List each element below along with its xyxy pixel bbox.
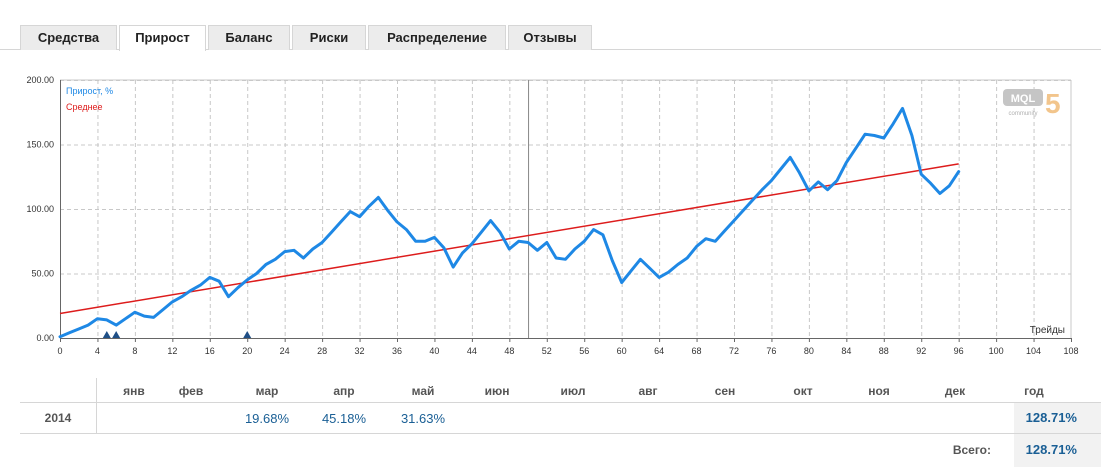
x-tick-label: 88 — [879, 346, 889, 356]
x-tick-label: 100 — [989, 346, 1004, 356]
x-tick-label: 64 — [654, 346, 664, 356]
column-header: июн — [484, 384, 510, 398]
svg-text:5: 5 — [1045, 88, 1061, 119]
x-tick-label: 0 — [57, 346, 62, 356]
column-header: янв — [123, 384, 145, 398]
x-tick-label: 28 — [317, 346, 327, 356]
y-tick-label: 50.00 — [31, 269, 54, 279]
x-tick-label: 44 — [467, 346, 477, 356]
growth-chart: 0 4 8 12 16 20 24 28 32 36 40 44 48 52 56 60 64 68 72 76 80 8… — [26, 75, 1078, 356]
x-tick-label: 92 — [916, 346, 926, 356]
mql5-logo: MQL 5 community — [1003, 88, 1061, 119]
row-year: 2014 — [44, 411, 72, 425]
column-header: май — [411, 384, 435, 398]
legend-growth: Прирост, % — [66, 86, 113, 96]
tab-funds[interactable]: Средства — [20, 25, 117, 50]
column-header: ноя — [868, 384, 890, 398]
legend-average: Среднее — [66, 102, 103, 112]
svg-text:community: community — [1008, 111, 1037, 117]
x-tick-label: 12 — [167, 346, 177, 356]
x-tick-label: 96 — [954, 346, 964, 356]
x-tick-label: 60 — [617, 346, 627, 356]
x-tick-label: 56 — [579, 346, 589, 356]
x-tick-label: 8 — [132, 346, 137, 356]
x-tick-label: 84 — [841, 346, 851, 356]
x-tick-label: 24 — [280, 346, 290, 356]
x-axis-label: Трейды — [1030, 325, 1065, 336]
x-tick-label: 76 — [766, 346, 776, 356]
y-tick-label: 200.00 — [26, 75, 54, 85]
monthly-growth-table: янв фев мар апр май июн июл авг сен окт ноя дек год … — [20, 378, 1101, 467]
x-tick-label: 48 — [504, 346, 514, 356]
total-label: Всего: — [952, 443, 991, 457]
x-tick-label: 104 — [1026, 346, 1041, 356]
y-tick-label: 150.00 — [26, 140, 54, 150]
tab-growth[interactable]: Прирост — [119, 25, 206, 51]
tab-bar: Средства Прирост Баланс Риски Распределе… — [0, 0, 1101, 51]
column-header: сен — [714, 384, 736, 398]
table-header: янв фев мар апр май июн июл авг сен окт ноя дек год — [20, 378, 1101, 403]
svg-text:MQL: MQL — [1011, 93, 1036, 105]
deposit-marker — [243, 331, 252, 338]
year-total-cell — [1014, 403, 1101, 433]
column-header: дек — [944, 384, 966, 398]
column-header: год — [1024, 384, 1044, 398]
y-tick-label: 100.00 — [26, 204, 54, 214]
column-header: окт — [793, 384, 813, 398]
x-tick-label: 16 — [205, 346, 215, 356]
x-tick-label: 20 — [242, 346, 252, 356]
deposit-marker — [112, 331, 121, 338]
tab-balance[interactable]: Баланс — [208, 25, 290, 50]
tab-reviews[interactable]: Отзывы — [508, 25, 592, 50]
x-tick-label: 32 — [355, 346, 365, 356]
year-total-value: 128.71% — [1025, 410, 1077, 425]
table-divider — [96, 378, 97, 433]
column-header: апр — [333, 384, 355, 398]
tab-distribution[interactable]: Распределение — [368, 25, 506, 50]
month-value: 31.63% — [400, 411, 446, 426]
growth-series-line — [58, 106, 961, 339]
x-tick-label: 52 — [542, 346, 552, 356]
x-tick-label: 72 — [729, 346, 739, 356]
tab-risks[interactable]: Риски — [292, 25, 366, 50]
grand-total-cell — [1014, 434, 1101, 467]
x-tick-label: 4 — [95, 346, 100, 356]
y-tick-label: 0.00 — [36, 333, 54, 343]
table-row: 2014 19.68% 45.18% 31.63% 128.71% — [20, 403, 1101, 434]
x-tick-label: 108 — [1063, 346, 1078, 356]
month-value: 45.18% — [321, 411, 367, 426]
column-header: авг — [638, 384, 658, 398]
x-tick-label: 68 — [692, 346, 702, 356]
x-tick-label: 36 — [392, 346, 402, 356]
month-value: 19.68% — [244, 411, 290, 426]
x-tick-label: 40 — [429, 346, 439, 356]
column-header: мар — [255, 384, 279, 398]
deposit-marker — [102, 331, 111, 338]
total-value: 128.71% — [1025, 442, 1077, 457]
x-tick-label: 80 — [804, 346, 814, 356]
column-header: фев — [178, 384, 204, 398]
column-header: июл — [560, 384, 586, 398]
